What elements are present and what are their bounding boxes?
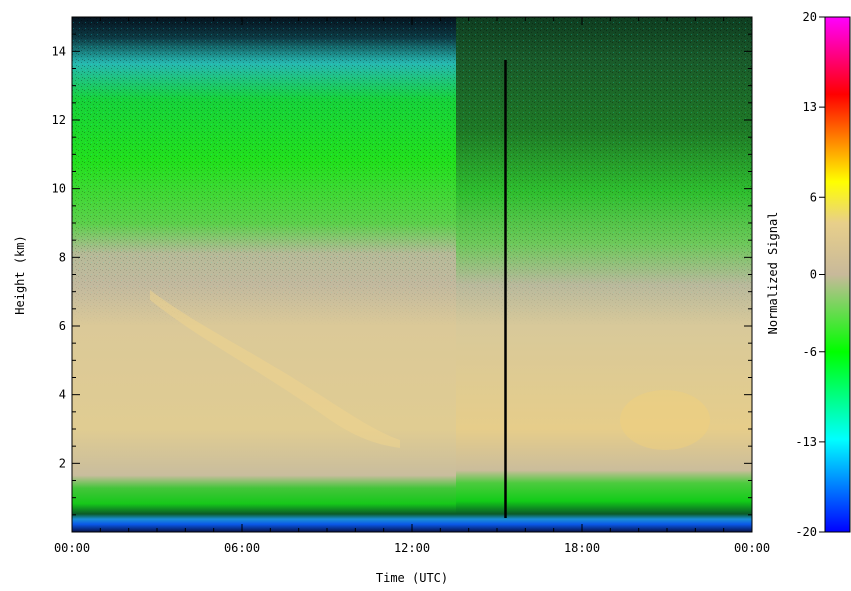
x-axis: 00:00 06:00 12:00 18:00 00:00: [54, 17, 770, 555]
colorbar-tick-label: -6: [803, 345, 817, 359]
noise-overlay: [72, 17, 752, 532]
colorbar: Normalized Signal 20 13 6 0 -6 -13 -20: [766, 10, 851, 539]
x-tick-label: 00:00: [54, 541, 90, 555]
colorbar-tick-label: 0: [810, 268, 817, 282]
y-axis-label: Height (km): [13, 235, 27, 314]
y-tick-label: 2: [59, 456, 66, 470]
colorbar-ticks: 20 13 6 0 -6 -13 -20: [795, 10, 825, 539]
colorbar-tick-label: 13: [803, 100, 817, 114]
x-axis-label: Time (UTC): [376, 571, 448, 585]
y-tick-label: 4: [59, 388, 66, 402]
colorbar-tick-label: 6: [810, 190, 817, 204]
y-axis: 2 4 6 8 10 12 14: [52, 33, 752, 516]
y-tick-label: 10: [52, 182, 66, 196]
colorbar-gradient: [824, 16, 851, 533]
x-tick-label: 00:00: [734, 541, 770, 555]
y-tick-label: 14: [52, 44, 66, 58]
y-tick-label: 12: [52, 113, 66, 127]
colorbar-tick-label: 20: [803, 10, 817, 24]
y-tick-label: 8: [59, 250, 66, 264]
colorbar-tick-label: -13: [795, 435, 817, 449]
x-tick-label: 06:00: [224, 541, 260, 555]
y-tick-label: 6: [59, 319, 66, 333]
aerosol-layer: [150, 290, 400, 448]
x-tick-label: 12:00: [394, 541, 430, 555]
colorbar-tick-label: -20: [795, 525, 817, 539]
plot-area: [71, 16, 753, 533]
colorbar-label: Normalized Signal: [766, 212, 780, 335]
aerosol-patch: [620, 390, 710, 450]
x-tick-label: 18:00: [564, 541, 600, 555]
